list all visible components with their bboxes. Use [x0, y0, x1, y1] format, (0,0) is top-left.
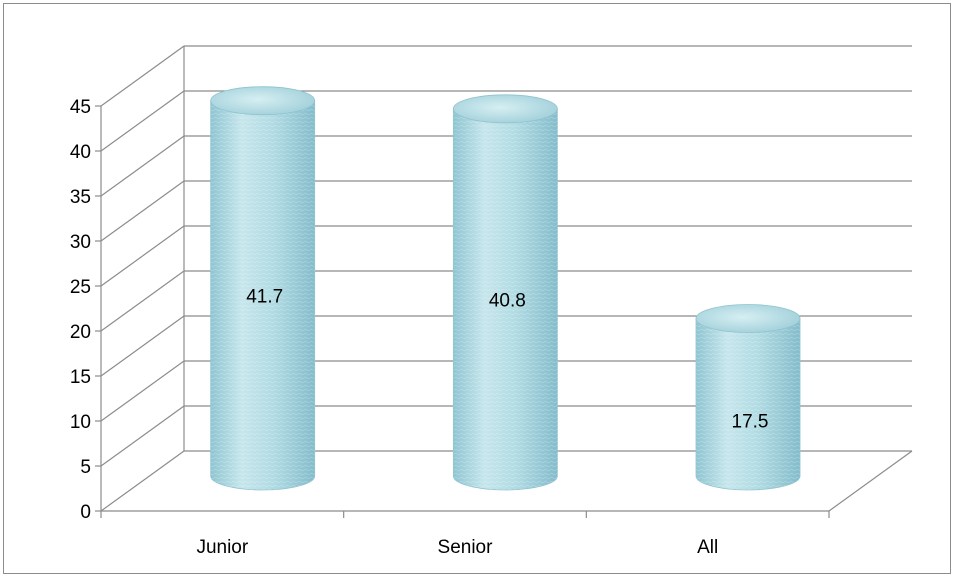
bar-texture [453, 108, 558, 490]
bar-texture [696, 318, 801, 490]
y-tick-label: 5 [80, 457, 91, 478]
y-tick-label: 15 [70, 367, 91, 388]
bar: 40.8 [452, 94, 558, 491]
bar: 17.5 [695, 304, 801, 491]
x-tick-label: All [697, 537, 718, 558]
y-tick-label: 20 [70, 322, 91, 343]
gridline-side [100, 45, 185, 107]
gridline-side [100, 270, 185, 332]
bar-texture [210, 100, 315, 490]
gridline [100, 45, 912, 107]
gridline-side [100, 180, 185, 242]
data-label: 17.5 [732, 411, 769, 432]
axes [95, 105, 913, 518]
gridline-side [100, 360, 185, 422]
x-axis-tick-labels: Junior Senior All [196, 537, 718, 558]
y-tick-label: 35 [70, 187, 91, 208]
bars: 41.7 40.8 17.5 [210, 86, 801, 491]
bar-chart: 0 5 10 15 20 25 30 35 40 45 41.7 40.8 17.5 Junior Se… [70, 45, 913, 558]
gridline-side [100, 90, 185, 152]
floor-right-edge [828, 450, 913, 512]
gridline-side [100, 405, 185, 467]
y-tick-label: 25 [70, 277, 91, 298]
data-label: 41.7 [246, 286, 283, 307]
chart-frame: 0 5 10 15 20 25 30 35 40 45 41.7 40.8 17.5 Junior Se… [3, 3, 951, 574]
y-tick-label: 45 [70, 97, 91, 118]
y-tick-label: 40 [70, 142, 91, 163]
y-tick-label: 30 [70, 232, 91, 253]
y-axis-tick-labels: 0 5 10 15 20 25 30 35 40 45 [70, 97, 91, 523]
data-label: 40.8 [489, 290, 526, 311]
gridline-side [100, 135, 185, 197]
gridline-side [100, 450, 185, 512]
x-tick-label: Senior [438, 537, 494, 558]
x-tick-label: Junior [196, 537, 248, 558]
y-tick-label: 0 [80, 502, 91, 523]
bar-top [695, 304, 801, 333]
gridline [100, 90, 912, 152]
gridline-side [100, 225, 185, 287]
bar: 41.7 [210, 86, 316, 491]
gridline-side [100, 315, 185, 377]
bar-top [452, 94, 558, 124]
chart-walls [100, 46, 185, 511]
y-tick-label: 10 [70, 412, 91, 433]
bar-top [210, 86, 316, 116]
